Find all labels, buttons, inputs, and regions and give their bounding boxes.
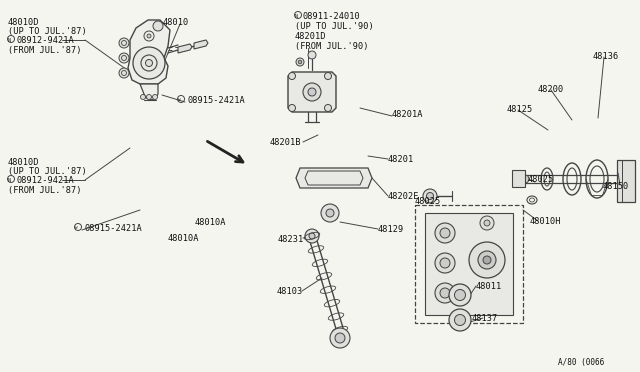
Text: 48010A: 48010A	[195, 218, 227, 227]
Circle shape	[478, 251, 496, 269]
Text: 48202E: 48202E	[388, 192, 419, 201]
Circle shape	[152, 94, 157, 99]
Circle shape	[449, 309, 471, 331]
Circle shape	[324, 105, 332, 112]
Text: (FROM JUL.'87): (FROM JUL.'87)	[8, 46, 81, 55]
Polygon shape	[194, 40, 208, 49]
Text: 48010D: 48010D	[8, 158, 40, 167]
Text: 48136: 48136	[593, 52, 620, 61]
Circle shape	[435, 223, 455, 243]
Circle shape	[147, 94, 152, 99]
Circle shape	[308, 51, 316, 59]
Circle shape	[326, 209, 334, 217]
Text: N: N	[294, 13, 298, 19]
Polygon shape	[512, 170, 525, 187]
Polygon shape	[128, 20, 170, 84]
Text: (FROM JUL.'90): (FROM JUL.'90)	[295, 42, 369, 51]
Text: 48010: 48010	[163, 18, 189, 27]
Circle shape	[484, 220, 490, 226]
Text: 08912-9421A: 08912-9421A	[16, 36, 74, 45]
Polygon shape	[140, 84, 158, 100]
Circle shape	[119, 68, 129, 78]
Text: (UP TO JUL.'87): (UP TO JUL.'87)	[8, 27, 87, 36]
Circle shape	[147, 34, 151, 38]
Circle shape	[133, 47, 165, 79]
Circle shape	[440, 288, 450, 298]
Bar	[425, 213, 513, 315]
Text: 48010D: 48010D	[8, 18, 40, 27]
Circle shape	[119, 38, 129, 48]
Text: W: W	[75, 226, 77, 230]
Polygon shape	[178, 44, 192, 53]
Text: W: W	[178, 98, 180, 102]
Text: N: N	[8, 38, 10, 42]
Text: 48150: 48150	[603, 182, 629, 191]
Circle shape	[296, 58, 304, 66]
Circle shape	[449, 284, 471, 306]
Text: 48025: 48025	[415, 197, 441, 206]
Text: 48010A: 48010A	[168, 234, 200, 243]
Circle shape	[440, 258, 450, 268]
Text: 08915-2421A: 08915-2421A	[84, 224, 141, 233]
Circle shape	[305, 229, 319, 243]
Text: (UP TO JUL.'90): (UP TO JUL.'90)	[295, 22, 374, 31]
Circle shape	[298, 60, 302, 64]
Circle shape	[119, 53, 129, 63]
Circle shape	[423, 189, 437, 203]
Circle shape	[435, 253, 455, 273]
Bar	[415, 205, 523, 323]
Circle shape	[435, 283, 455, 303]
Text: 48231: 48231	[278, 235, 304, 244]
Circle shape	[454, 289, 465, 301]
Circle shape	[335, 333, 345, 343]
Text: 48201A: 48201A	[392, 110, 424, 119]
Text: 48137: 48137	[472, 314, 499, 323]
Text: 48025: 48025	[528, 175, 554, 184]
Circle shape	[483, 256, 491, 264]
Text: 08911-24010: 08911-24010	[303, 12, 361, 21]
Text: 08912-9421A: 08912-9421A	[16, 176, 74, 185]
Circle shape	[521, 175, 529, 183]
Circle shape	[145, 60, 152, 67]
Circle shape	[308, 88, 316, 96]
Circle shape	[153, 21, 163, 31]
Circle shape	[289, 73, 296, 80]
Circle shape	[324, 73, 332, 80]
Circle shape	[141, 94, 145, 99]
Circle shape	[440, 228, 450, 238]
Circle shape	[289, 105, 296, 112]
Text: (FROM JUL.'87): (FROM JUL.'87)	[8, 186, 81, 195]
Circle shape	[309, 233, 315, 239]
Polygon shape	[296, 168, 372, 188]
Text: N: N	[8, 177, 10, 183]
Text: 48011: 48011	[476, 282, 502, 291]
Circle shape	[303, 83, 321, 101]
Text: 48201B: 48201B	[270, 138, 301, 147]
Circle shape	[426, 192, 433, 199]
Text: 48125: 48125	[507, 105, 533, 114]
Text: 48201: 48201	[388, 155, 414, 164]
Text: 48200: 48200	[538, 85, 564, 94]
Text: 48103: 48103	[277, 287, 303, 296]
Bar	[617, 160, 635, 202]
Circle shape	[321, 204, 339, 222]
Circle shape	[454, 314, 465, 326]
Text: (UP TO JUL.'87): (UP TO JUL.'87)	[8, 167, 87, 176]
Text: 08915-2421A: 08915-2421A	[187, 96, 244, 105]
Circle shape	[330, 328, 350, 348]
Text: 48010H: 48010H	[530, 217, 561, 226]
Circle shape	[480, 216, 494, 230]
Text: 48129: 48129	[378, 225, 404, 234]
Text: 48201D: 48201D	[295, 32, 326, 41]
Circle shape	[469, 242, 505, 278]
Text: A/80 (0066: A/80 (0066	[558, 358, 604, 367]
Polygon shape	[288, 72, 336, 112]
